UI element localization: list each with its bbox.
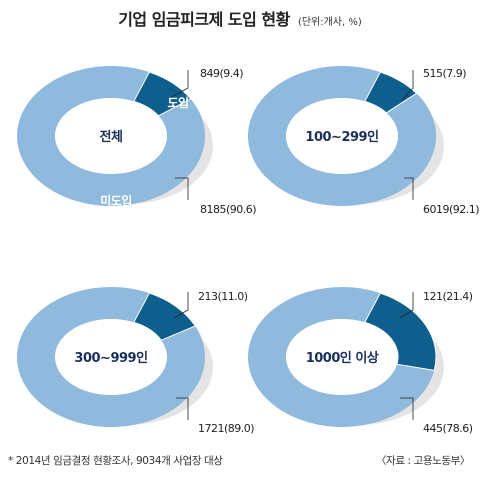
chart-title-total: 전체 <box>100 129 123 145</box>
leader-line-adopted-100-299 <box>401 70 414 101</box>
footer-source: 〈자료 : 고용노동부〉 <box>375 455 470 467</box>
data-label-not-adopted-total: 8185(90.6) <box>200 203 256 216</box>
leader-line-adopted-1000plus <box>399 292 414 319</box>
unit-label: (단위:개사, %) <box>297 17 362 28</box>
slice-name-adopted-total: 도입 <box>167 96 188 110</box>
footer-note: * 2014년 임금결정 현황조사, 9034개 사업장 대상 <box>8 455 223 467</box>
slice-not-adopted-100-299 <box>247 65 436 206</box>
data-label-adopted-100-299: 515(7.9) <box>423 67 466 80</box>
chart-title-100-299: 100∼299인 <box>305 129 378 145</box>
data-label-adopted-300-999: 213(11.0) <box>198 290 248 303</box>
leader-line-not-adopted-total <box>175 177 189 200</box>
data-label-adopted-total: 849(9.4) <box>200 67 243 80</box>
leader-line-not-adopted-300-999 <box>176 397 189 420</box>
donut-hole-1000plus <box>286 319 398 395</box>
leader-line-adopted-300-999 <box>173 292 189 319</box>
leader-line-not-adopted-100-299 <box>404 177 414 200</box>
slice-not-adopted-total <box>16 65 206 206</box>
data-label-not-adopted-100-299: 6019(92.1) <box>423 203 479 216</box>
chart-title-300-999: 300∼999인 <box>74 350 147 366</box>
donut-hole-300-999 <box>55 319 167 395</box>
chart-title-1000plus: 1000인 이상 <box>306 350 379 366</box>
page-title: 기업 임금피크제 도입 현황 <box>118 10 290 29</box>
data-label-not-adopted-300-999: 1721(89.0) <box>198 422 254 435</box>
chart-title-row: 기업 임금피크제 도입 현황 (단위:개사, %) <box>0 6 480 30</box>
leader-line-not-adopted-1000plus <box>400 397 414 420</box>
donut-hole-total <box>55 98 167 174</box>
leader-line-adopted-total <box>169 70 189 99</box>
slice-not-adopted-1000plus <box>248 287 435 428</box>
donut-hole-100-299 <box>286 98 398 174</box>
slice-name-not-adopted-total: 미도입 <box>100 193 132 208</box>
data-label-not-adopted-1000plus: 445(78.6) <box>423 422 473 435</box>
data-label-adopted-1000plus: 121(21.4) <box>423 290 473 303</box>
slice-not-adopted-300-999 <box>16 287 206 428</box>
